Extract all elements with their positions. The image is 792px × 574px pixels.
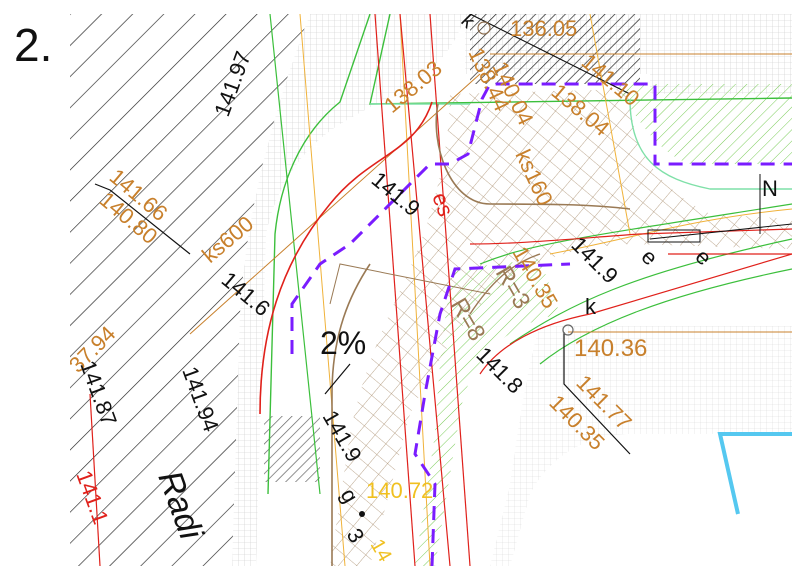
green-hatch-top	[615, 84, 792, 164]
green-line-8	[629, 98, 792, 190]
orange-line-3	[189, 73, 481, 335]
survey-point-top	[477, 21, 491, 35]
building-hatch-area	[70, 14, 310, 566]
red-line-5	[479, 253, 792, 375]
label-14072: 140.72	[366, 478, 433, 503]
green-line-5	[539, 268, 792, 365]
survey-point-k	[562, 324, 574, 336]
green-hatch-inner	[415, 259, 560, 566]
green-line-1	[267, 14, 371, 495]
step-number: 2.	[14, 19, 53, 71]
red-line-3	[429, 14, 471, 566]
orange-line-7	[589, 14, 631, 235]
survey-dot-g	[359, 511, 365, 517]
purple-dashed-boundary	[290, 82, 792, 354]
label-k1: k	[585, 294, 597, 319]
sidewalk-grid-band	[232, 14, 465, 566]
paving-grid	[330, 89, 792, 566]
small-pipe-box	[647, 229, 701, 243]
brown-curb-3	[469, 253, 541, 315]
small-hatch-rect	[264, 416, 320, 482]
red-line-4	[469, 228, 792, 245]
site-plan-map: 136.05 138.03 141.10 138.04 138.44 140.0…	[70, 14, 792, 566]
red-line-1	[374, 14, 416, 566]
dark-hatch-block	[470, 14, 640, 84]
black-line-3	[563, 332, 631, 455]
black-line-1	[469, 14, 631, 95]
red-line-2	[399, 14, 451, 566]
brown-curb-1	[435, 103, 631, 210]
orange-line-1	[299, 14, 346, 566]
label-n: N	[762, 176, 778, 201]
black-line-6	[324, 363, 351, 395]
brown-curb-2	[331, 263, 371, 566]
brown-curb-4	[329, 263, 491, 305]
purple-dashed-boundary-2	[413, 262, 571, 566]
red-curb-curve	[259, 101, 433, 415]
cyan-outline	[717, 432, 792, 515]
green-line-4	[509, 238, 792, 345]
black-line-4	[649, 223, 792, 240]
green-line-6	[269, 14, 321, 495]
orange-line-2	[399, 14, 431, 566]
red-line-left	[89, 393, 101, 566]
label-14036: 140.36	[574, 335, 647, 362]
black-line-2	[94, 183, 191, 255]
label-13605: 136.05	[510, 16, 577, 41]
label-2pct: 2%	[320, 325, 366, 361]
